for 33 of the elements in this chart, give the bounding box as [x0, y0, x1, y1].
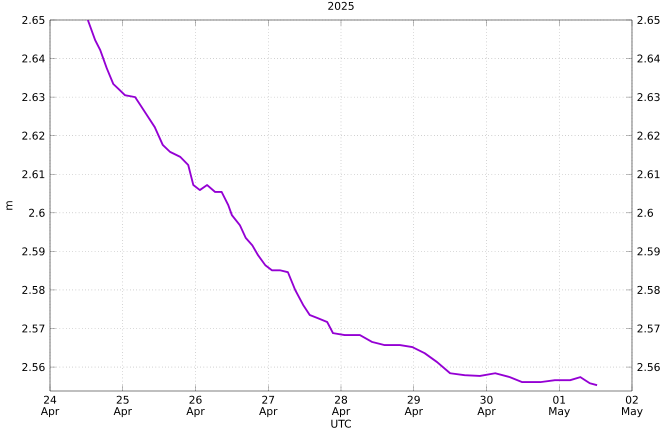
y2-tick-label: 2.63	[637, 93, 660, 102]
y2-tick-label: 2.6	[637, 208, 653, 217]
x-tick-label: 29 Apr	[404, 396, 423, 418]
x-tick-label: 30 Apr	[477, 396, 496, 418]
x-axis-title: UTC	[331, 420, 351, 428]
y2-tick-label: 2.64	[637, 54, 660, 63]
x-tick-label: 25 Apr	[114, 396, 132, 418]
y-tick-label: 2.61	[22, 170, 44, 178]
x-tick-label: 26 Apr	[186, 396, 205, 418]
y-tick-label: 2.65	[22, 16, 44, 24]
y-tick-label: 2.56	[22, 363, 45, 372]
y-tick-label: 2.57	[22, 324, 44, 333]
line-series	[86, 20, 598, 386]
x-tick-label: 24 Apr	[40, 396, 60, 418]
y-tick-label: 2.62	[22, 132, 44, 140]
chart-title: 2025	[328, 2, 354, 10]
y2-tick-label: 2.58	[637, 286, 660, 294]
y2-tick-label: 2.65	[637, 16, 660, 24]
y-axis-title: m	[6, 201, 12, 210]
y2-tick-label: 2.56	[637, 363, 660, 372]
y-tick-label: 2.6	[29, 208, 45, 217]
y-tick-label: 2.63	[22, 93, 44, 102]
y2-tick-label: 2.57	[637, 324, 660, 333]
y2-tick-label: 2.62	[637, 132, 660, 140]
x-tick-label: 27 Apr	[259, 396, 278, 418]
x-tick-label: 28 Apr	[332, 396, 350, 418]
y-tick-label: 2.58	[22, 286, 45, 294]
y2-tick-label: 2.61	[637, 170, 660, 178]
y-tick-label: 2.64	[22, 54, 45, 63]
y2-tick-label: 2.59	[637, 247, 660, 256]
y-tick-label: 2.59	[22, 247, 45, 256]
x-tick-label: 01 May	[549, 396, 570, 418]
x-tick-label: 02 May	[622, 396, 643, 418]
